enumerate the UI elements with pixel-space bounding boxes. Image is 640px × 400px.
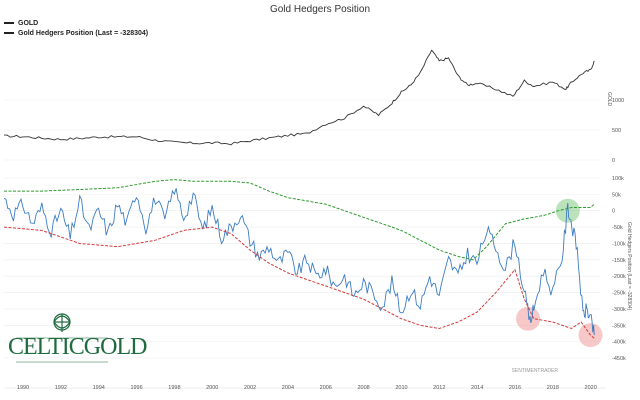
y-tick-label: 0 <box>612 158 615 164</box>
x-tick-label: 2006 <box>320 385 332 391</box>
y-tick-label: -100k <box>612 241 626 247</box>
legend-swatch-hedgers <box>4 32 14 34</box>
x-tick-label: 2012 <box>433 385 445 391</box>
x-tick-label: 2002 <box>244 385 256 391</box>
series-line-gold <box>4 49 595 146</box>
y-tick-label: -300k <box>612 307 626 313</box>
x-tick-label: 1994 <box>93 385 105 391</box>
lower-axis-label: Gold Hedgers Position (Last = -328304) <box>626 222 632 311</box>
x-tick-label: 1998 <box>168 385 180 391</box>
x-tick-label: 1996 <box>130 385 142 391</box>
upper-axis-label: GOLD <box>606 92 612 107</box>
legend-item-gold: GOLD <box>4 18 148 28</box>
y-tick-label: 500 <box>612 128 621 134</box>
legend-label-hedgers: Gold Hedgers Position (Last = -328304) <box>18 29 149 37</box>
y-tick-label: -400k <box>612 340 626 346</box>
x-tick-label: 2014 <box>471 385 483 391</box>
legend-label-gold: GOLD <box>18 19 39 27</box>
watermark: SENTIMENTRADER <box>511 368 558 374</box>
y-tick-label: -450k <box>612 356 626 362</box>
y-tick-label: -250k <box>612 291 626 297</box>
y-tick-label: 1000 <box>612 98 624 104</box>
x-tick-label: 1992 <box>55 385 67 391</box>
logo-text: CELTICGOLD <box>8 334 147 360</box>
y-tick-label: -150k <box>612 258 626 264</box>
legend-item-hedgers: Gold Hedgers Position (Last = -328304) <box>4 28 148 38</box>
y-tick-label: 50k <box>612 192 621 198</box>
x-tick-label: 2018 <box>547 385 559 391</box>
series-line-upper-band <box>4 179 595 261</box>
series-line-gold-hedgers-position <box>3 188 595 336</box>
celtic-knot-icon <box>16 313 108 363</box>
x-tick-label: 2004 <box>282 385 294 391</box>
x-tick-label: 2008 <box>357 385 369 391</box>
chart-title: Gold Hedgers Position <box>269 4 371 15</box>
x-tick-label: 2020 <box>585 385 597 391</box>
x-tick-label: 1990 <box>17 385 29 391</box>
x-tick-label: 2010 <box>395 385 407 391</box>
y-tick-label: -50k <box>612 225 623 231</box>
y-tick-label: 0 <box>612 209 615 215</box>
y-tick-label: 100k <box>612 176 624 182</box>
x-tick-label: 2000 <box>206 385 218 391</box>
annotation-circle <box>516 306 541 331</box>
y-tick-label: -350k <box>612 323 626 329</box>
x-tick-label: 2016 <box>509 385 521 391</box>
legend: GOLD Gold Hedgers Position (Last = -3283… <box>4 18 148 38</box>
celticgold-logo: CELTICGOLD <box>8 310 147 370</box>
legend-swatch-gold <box>4 22 14 24</box>
y-tick-label: -200k <box>612 274 626 280</box>
series-line-lower-band <box>3 226 595 339</box>
